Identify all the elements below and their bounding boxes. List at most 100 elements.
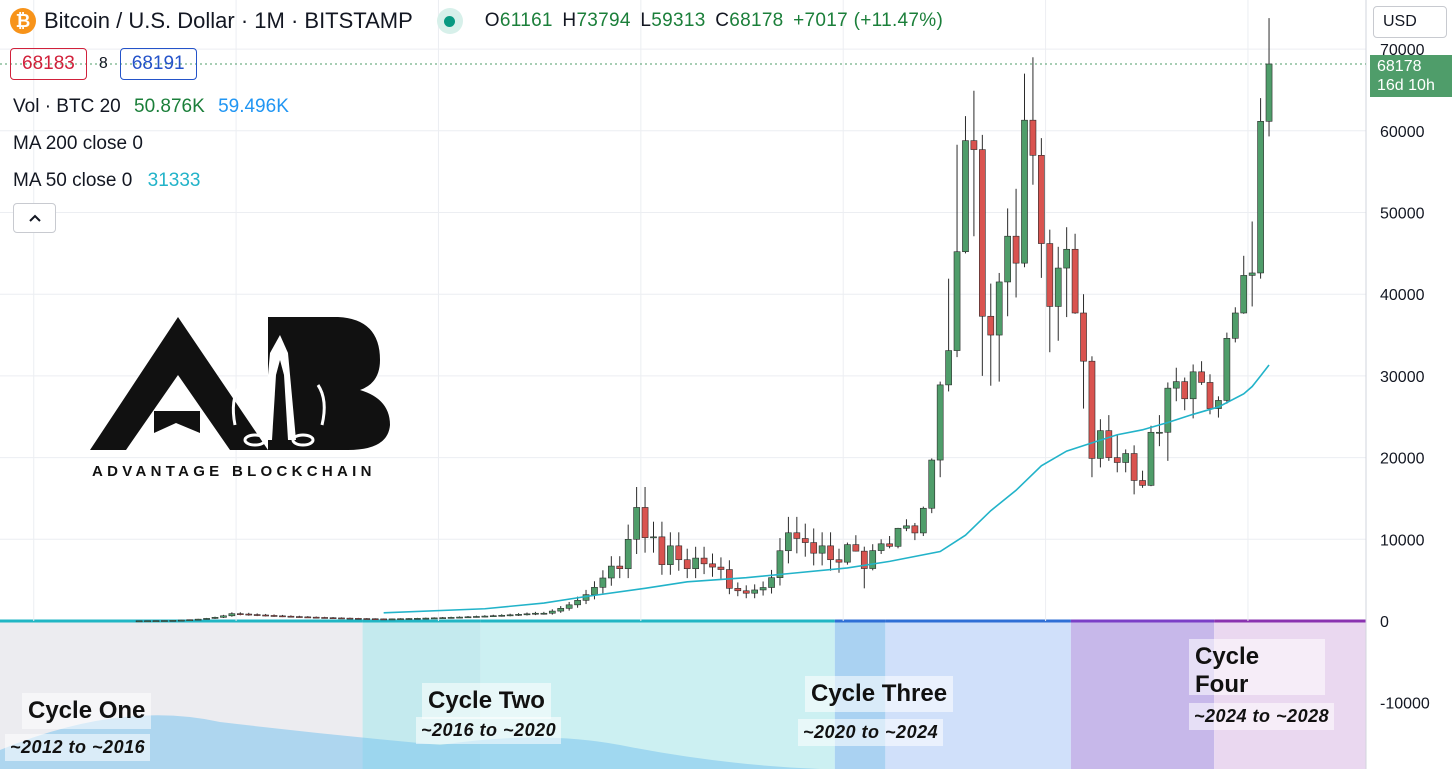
- candle: [844, 544, 851, 563]
- candle: [1063, 248, 1070, 269]
- cycle-one-title: Cycle One: [22, 693, 152, 729]
- collapse-legend-button[interactable]: [13, 203, 56, 233]
- candle: [203, 618, 210, 620]
- candle: [338, 617, 345, 620]
- candle: [414, 618, 421, 620]
- candle: [793, 532, 801, 539]
- price-axis-tick-label: 30000: [1380, 369, 1425, 386]
- candle: [700, 557, 708, 565]
- currency-label: USD: [1383, 13, 1417, 30]
- ma50-value: 31333: [147, 170, 201, 191]
- price-axis-tick-label: 40000: [1380, 287, 1425, 304]
- candle: [970, 140, 978, 150]
- candle: [1206, 382, 1214, 409]
- candle: [1021, 119, 1028, 264]
- candle: [236, 613, 244, 615]
- candle: [135, 620, 143, 623]
- candle: [1156, 431, 1163, 434]
- volume-indicator[interactable]: Vol · BTC 20 50.876K 59.496K: [13, 96, 289, 118]
- candle: [1257, 121, 1264, 274]
- candle: [304, 616, 312, 619]
- candle: [506, 614, 514, 617]
- candle: [1105, 430, 1113, 458]
- candle: [481, 615, 489, 618]
- low-value: 59313: [651, 10, 706, 31]
- symbol-title-row: ₿ Bitcoin / U.S. Dollar · 1M · BITSTAMP …: [10, 8, 947, 34]
- candle: [380, 618, 387, 621]
- candle: [962, 140, 969, 253]
- high-value: 73794: [576, 10, 631, 31]
- buy-price-button[interactable]: 68191: [119, 48, 197, 80]
- candle: [616, 565, 624, 570]
- candle: [1223, 338, 1231, 401]
- candle: [228, 613, 236, 617]
- candle: [279, 615, 286, 618]
- candle: [152, 620, 160, 622]
- candle: [835, 559, 843, 563]
- candle: [523, 613, 531, 616]
- ma50-line: [383, 364, 1270, 614]
- candle: [1139, 480, 1146, 486]
- cycle-two-range: ~2016 to ~2020: [416, 717, 562, 744]
- candle: [211, 617, 219, 619]
- bar-countdown: 16d 10h: [1377, 77, 1435, 94]
- ma50-indicator[interactable]: MA 50 close 0 31333: [13, 170, 200, 192]
- candle: [886, 543, 893, 547]
- candle: [818, 545, 826, 554]
- candle: [599, 577, 607, 588]
- candle: [1012, 235, 1020, 264]
- candle: [144, 620, 151, 623]
- candle: [430, 617, 438, 620]
- candle: [1240, 275, 1248, 314]
- candle: [1172, 381, 1180, 389]
- symbol-title[interactable]: Bitcoin / U.S. Dollar · 1M · BITSTAMP: [44, 8, 413, 33]
- candle: [1071, 248, 1079, 314]
- open-value: 61161: [499, 10, 553, 31]
- candle: [262, 614, 269, 617]
- candle: [607, 565, 615, 579]
- candle: [1046, 243, 1054, 307]
- candle: [532, 612, 539, 615]
- ohlc-readout: O61161 H73794 L59313 C68178 +7017 (+11.4…: [485, 10, 947, 32]
- candle: [1113, 457, 1121, 463]
- candle: [312, 616, 320, 619]
- low-label: L: [640, 10, 652, 31]
- cycle-three-range: ~2020 to ~2024: [798, 719, 944, 746]
- spread-value: 8: [98, 55, 108, 72]
- candle: [667, 545, 674, 565]
- candle: [439, 617, 447, 619]
- candle: [650, 536, 657, 539]
- chevron-up-icon: [28, 214, 41, 222]
- bitcoin-icon: ₿: [10, 8, 36, 34]
- candle: [1198, 371, 1205, 383]
- ma200-indicator[interactable]: MA 200 close 0: [13, 133, 143, 155]
- price-axis-tick-label: 20000: [1380, 451, 1425, 468]
- high-label: H: [562, 10, 577, 31]
- candle: [658, 536, 666, 565]
- candle: [1088, 360, 1096, 459]
- candle: [1097, 430, 1104, 459]
- candle: [1265, 63, 1273, 122]
- candle: [1054, 267, 1062, 307]
- candle: [633, 507, 640, 540]
- candle: [473, 616, 480, 618]
- chart-header: ₿ Bitcoin / U.S. Dollar · 1M · BITSTAMP …: [0, 0, 1366, 240]
- change-value: +7017 (+11.47%): [793, 10, 944, 31]
- candle: [903, 525, 910, 529]
- ma50-label: MA 50 close 0: [13, 170, 133, 191]
- candle: [869, 550, 877, 569]
- candle: [919, 507, 927, 534]
- candle: [1004, 235, 1011, 283]
- candle: [540, 612, 548, 615]
- candle: [296, 616, 303, 618]
- candle: [751, 589, 759, 594]
- candle: [987, 315, 995, 336]
- candle: [1189, 371, 1197, 400]
- candle: [397, 618, 404, 621]
- sell-price-button[interactable]: 68183: [10, 48, 87, 80]
- candle: [355, 618, 362, 620]
- candle: [717, 566, 725, 570]
- currency-button[interactable]: USD: [1373, 6, 1447, 38]
- candle: [371, 618, 379, 621]
- candle: [405, 618, 413, 620]
